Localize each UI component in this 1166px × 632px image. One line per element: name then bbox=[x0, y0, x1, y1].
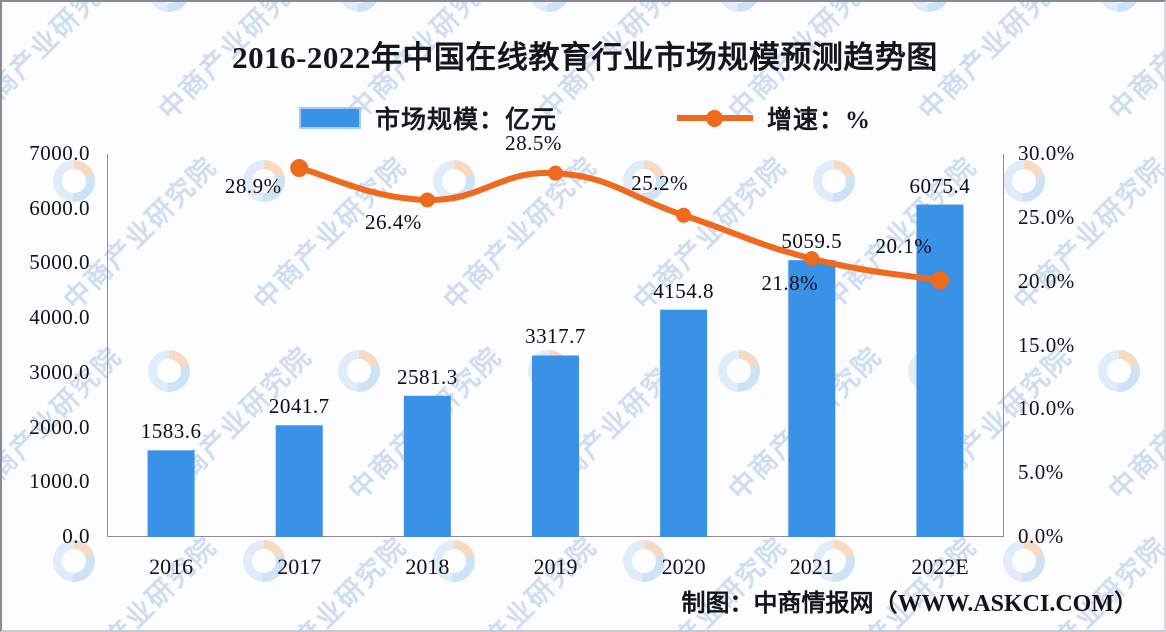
right-axis-tick-label: 25.0% bbox=[1018, 204, 1075, 229]
growth-rate-label: 20.1% bbox=[875, 234, 933, 259]
watermark-logo-icon bbox=[1003, 160, 1045, 202]
line-data-point bbox=[676, 207, 692, 223]
x-axis-tick-label: 2019 bbox=[533, 554, 578, 579]
line-data-point bbox=[930, 271, 949, 290]
left-axis-tick-label: 2000.0 bbox=[29, 414, 90, 439]
x-axis-tick-label: 2018 bbox=[405, 554, 450, 579]
line-swatch-icon bbox=[677, 107, 753, 129]
right-axis-tick-label: 5.0% bbox=[1018, 460, 1064, 485]
growth-rate-label: 25.2% bbox=[631, 171, 689, 196]
watermark-logo-icon bbox=[528, 2, 570, 12]
bar bbox=[532, 355, 579, 537]
watermark-logo-icon bbox=[148, 2, 190, 12]
bar-value-label: 3317.7 bbox=[525, 324, 586, 349]
left-axis-tick-label: 1000.0 bbox=[29, 469, 90, 494]
left-axis-tick-label: 7000.0 bbox=[29, 141, 90, 165]
legend-item-growth-rate: 增速：% bbox=[677, 100, 871, 136]
watermark-logo-icon bbox=[338, 2, 380, 12]
bar bbox=[275, 425, 323, 537]
bar-value-label: 5059.5 bbox=[781, 229, 843, 254]
bar-value-label: 2581.3 bbox=[396, 364, 458, 389]
growth-rate-label: 21.8% bbox=[761, 270, 819, 295]
x-axis-tick-label: 2017 bbox=[277, 554, 322, 579]
watermark-logo-icon bbox=[908, 2, 950, 12]
watermark-logo-icon bbox=[718, 2, 760, 12]
watermark-logo-icon bbox=[1098, 2, 1140, 12]
line-data-point bbox=[419, 192, 435, 208]
right-axis-tick-label: 30.0% bbox=[1018, 141, 1075, 165]
bar-value-label: 2041.7 bbox=[268, 394, 330, 419]
right-axis-tick-label: 20.0% bbox=[1018, 268, 1075, 293]
bar bbox=[403, 395, 451, 537]
plot-area bbox=[107, 154, 1004, 537]
left-axis-tick-label: 5000.0 bbox=[29, 250, 90, 275]
growth-rate-label: 28.5% bbox=[505, 131, 562, 156]
legend-item-market-size: 市场规模：亿元 bbox=[298, 100, 557, 136]
right-axis-tick-label: 15.0% bbox=[1018, 332, 1075, 357]
x-axis-tick-label: 2021 bbox=[789, 554, 834, 579]
growth-rate-line bbox=[296, 165, 943, 284]
plot-graphics bbox=[107, 154, 1004, 537]
line-data-point bbox=[548, 165, 563, 181]
bar-value-label: 6075.4 bbox=[909, 173, 971, 198]
left-axis-tick-label: 0.0 bbox=[62, 524, 90, 548]
legend-label-growth-rate: 增速：% bbox=[767, 107, 872, 134]
left-axis-tick-label: 4000.0 bbox=[29, 305, 90, 330]
bar-swatch-icon bbox=[298, 107, 361, 129]
bar-value-label: 4154.8 bbox=[653, 278, 715, 303]
bar bbox=[147, 450, 195, 537]
right-axis-tick-label: 10.0% bbox=[1018, 396, 1075, 421]
x-axis-tick-label: 2022E bbox=[911, 554, 969, 579]
bar bbox=[788, 260, 836, 537]
chart-title: 2016-2022年中国在线教育行业市场规模预测趋势图 bbox=[232, 40, 938, 75]
growth-rate-label: 26.4% bbox=[364, 209, 422, 234]
line-data-point bbox=[290, 159, 309, 178]
bar bbox=[660, 309, 708, 537]
chart-legend: 市场规模：亿元 增速：% bbox=[2, 100, 1164, 136]
legend-label-market-size: 市场规模：亿元 bbox=[374, 107, 557, 134]
x-axis-tick-label: 2020 bbox=[661, 554, 706, 579]
source-credit: 制图：中商情报网（WWW.ASKCI.COM） bbox=[681, 591, 1138, 617]
bar-value-label: 1583.6 bbox=[140, 419, 202, 444]
line-data-point bbox=[804, 251, 820, 267]
left-axis-tick-label: 6000.0 bbox=[29, 195, 90, 220]
left-axis-tick-label: 3000.0 bbox=[29, 359, 90, 384]
x-axis-tick-label: 2016 bbox=[149, 554, 194, 579]
growth-rate-label: 28.9% bbox=[224, 174, 282, 199]
right-axis-tick-label: 0.0% bbox=[1018, 524, 1064, 548]
